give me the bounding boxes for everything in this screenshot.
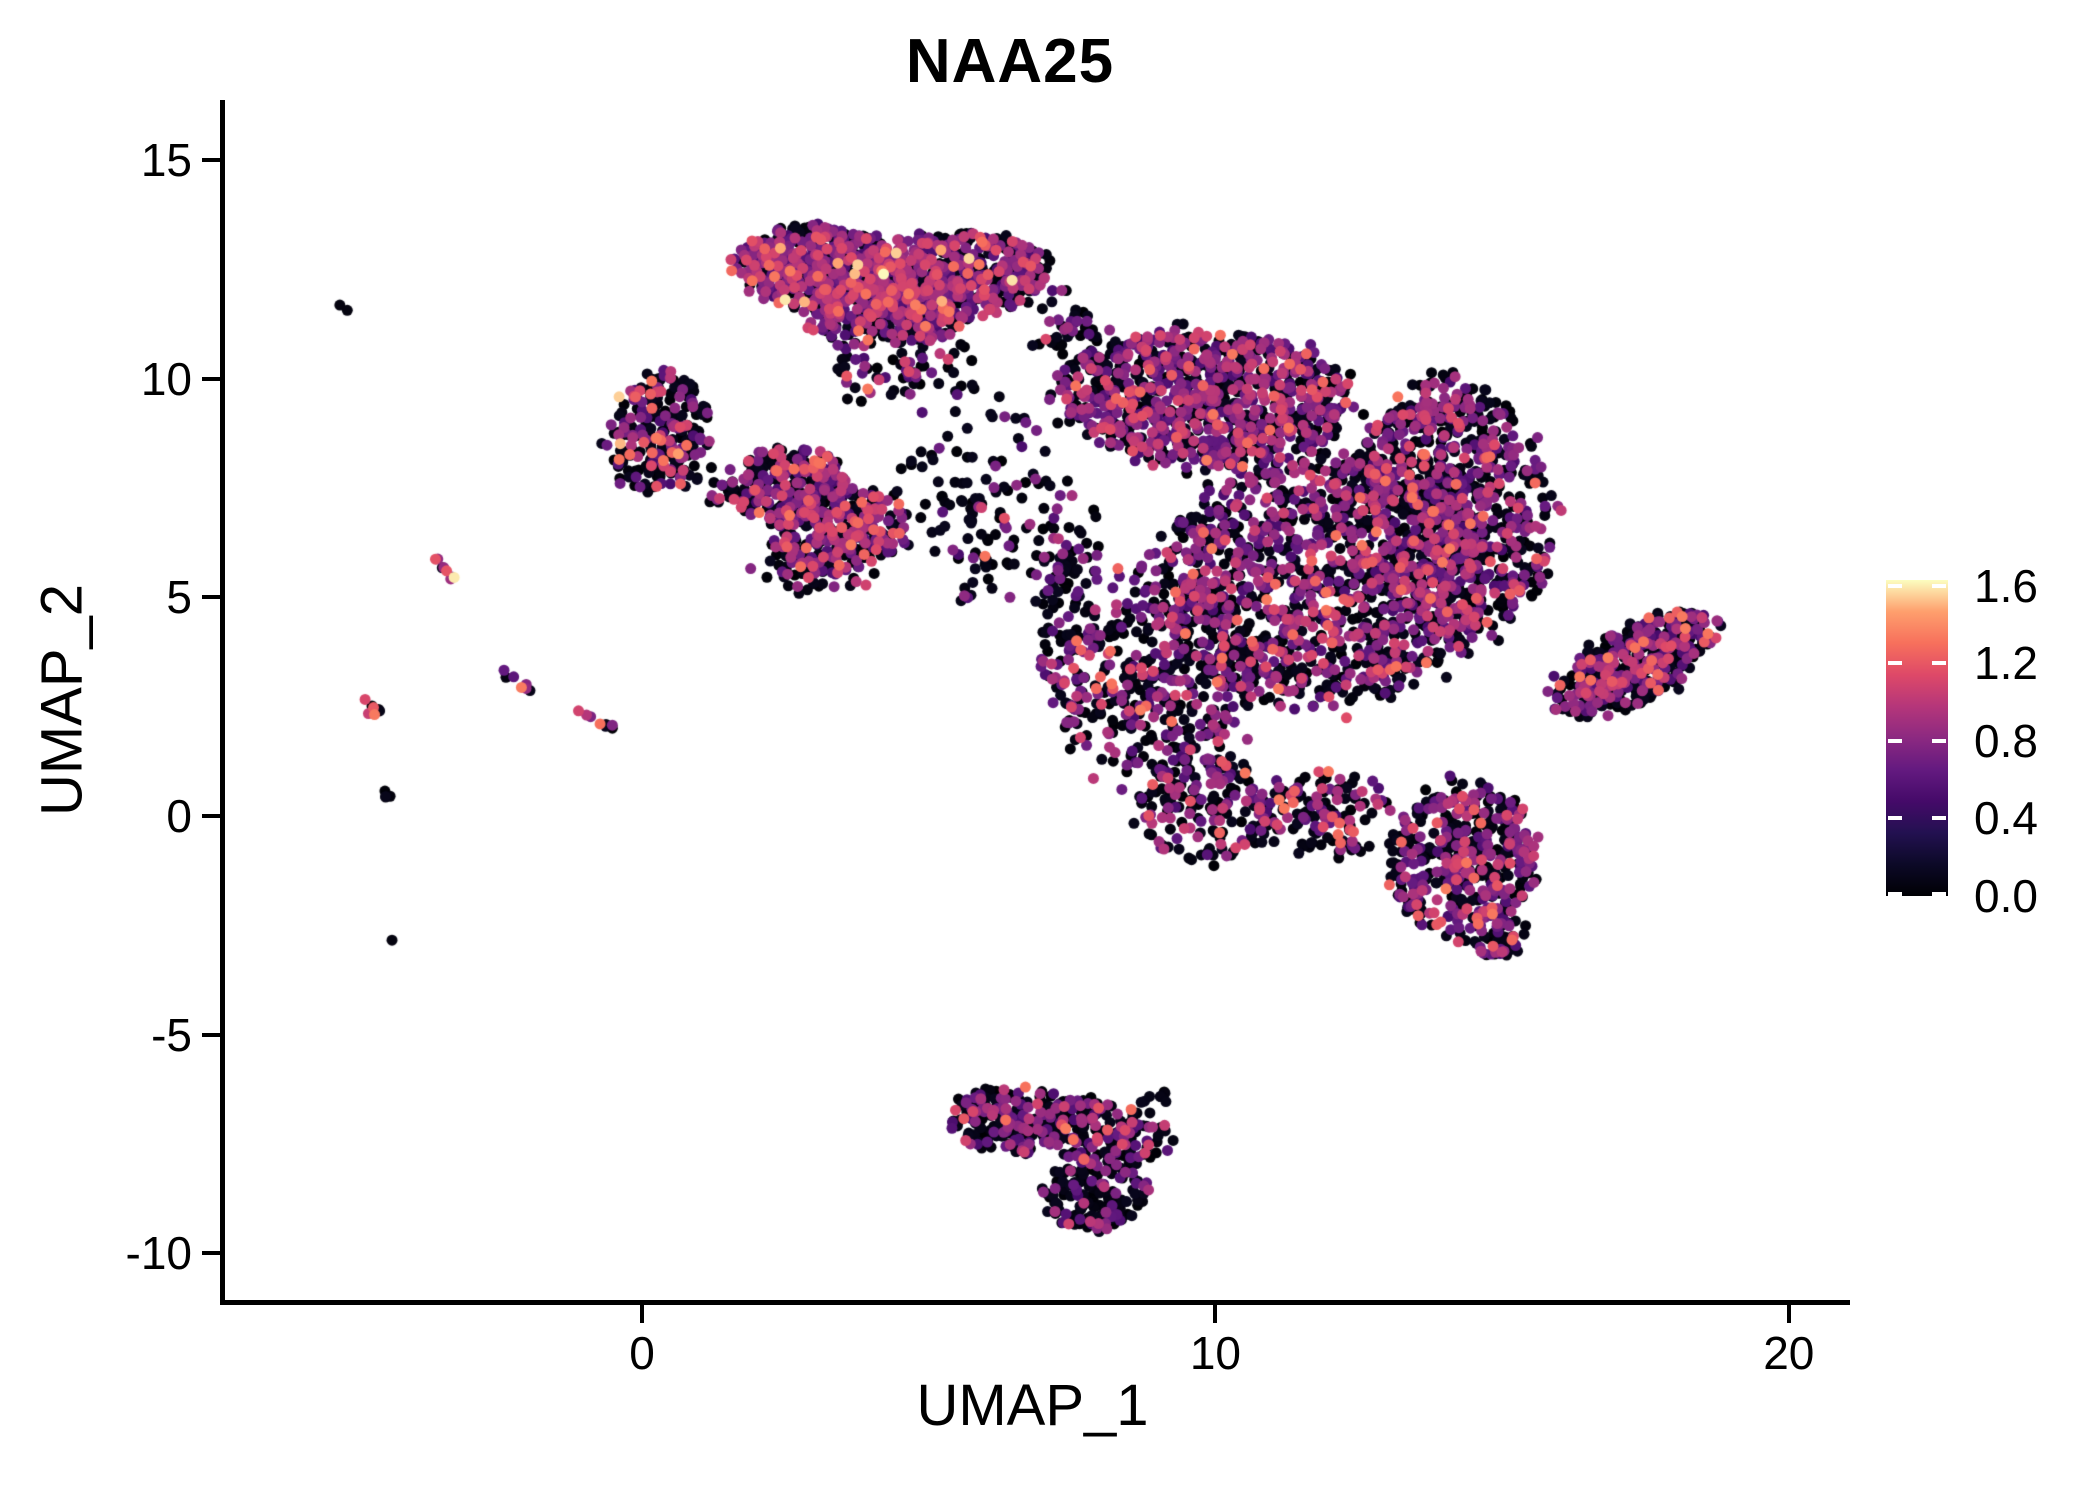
colorbar-tick-label: 0.0 bbox=[1974, 870, 2038, 922]
colorbar-tick-label: 1.6 bbox=[1974, 559, 2038, 612]
colorbar-tick-label: 0.8 bbox=[1974, 714, 2038, 767]
x-tick-label: 0 bbox=[629, 1327, 655, 1379]
colorbar-tick-dash bbox=[1932, 661, 1946, 666]
colorbar-tick-dash bbox=[1932, 738, 1946, 743]
y-tick-mark bbox=[202, 595, 220, 600]
colorbar-tick-label: 0.4 bbox=[1974, 792, 2038, 845]
colorbar-tick-dash bbox=[1932, 892, 1946, 896]
colorbar-tick-dash bbox=[1932, 583, 1946, 588]
colorbar-tick-dash bbox=[1888, 892, 1902, 896]
colorbar-tick-dash bbox=[1888, 816, 1902, 821]
y-tick-mark bbox=[202, 1032, 220, 1037]
y-tick-label: -10 bbox=[125, 1227, 192, 1280]
x-axis-label: UMAP_1 bbox=[916, 1373, 1149, 1438]
x-tick-label: 10 bbox=[1189, 1327, 1241, 1379]
x-tick-mark bbox=[1786, 1305, 1791, 1323]
plot-title: NAA25 bbox=[905, 27, 1115, 96]
y-tick-mark bbox=[202, 814, 220, 819]
colorbar-tick-dash bbox=[1888, 661, 1902, 666]
y-tick-label: -5 bbox=[151, 1008, 192, 1061]
x-tick-mark bbox=[640, 1305, 645, 1323]
y-axis-label: UMAP_2 bbox=[29, 583, 95, 817]
y-tick-mark bbox=[202, 376, 220, 381]
y-tick-label: 15 bbox=[140, 134, 192, 187]
expression-colorbar bbox=[1886, 580, 1948, 896]
colorbar-tick-dash bbox=[1888, 583, 1902, 588]
y-tick-mark bbox=[202, 1251, 220, 1256]
y-tick-label: 10 bbox=[140, 352, 192, 405]
x-tick-label: 20 bbox=[1763, 1327, 1815, 1379]
x-tick-mark bbox=[1213, 1305, 1218, 1323]
y-tick-mark bbox=[202, 158, 220, 163]
y-tick-label: 5 bbox=[166, 571, 192, 624]
colorbar-tick-dash bbox=[1932, 816, 1946, 821]
colorbar-tick-dash bbox=[1888, 738, 1902, 743]
y-tick-label: 0 bbox=[166, 790, 192, 843]
colorbar-tick-label: 1.2 bbox=[1974, 637, 2038, 690]
